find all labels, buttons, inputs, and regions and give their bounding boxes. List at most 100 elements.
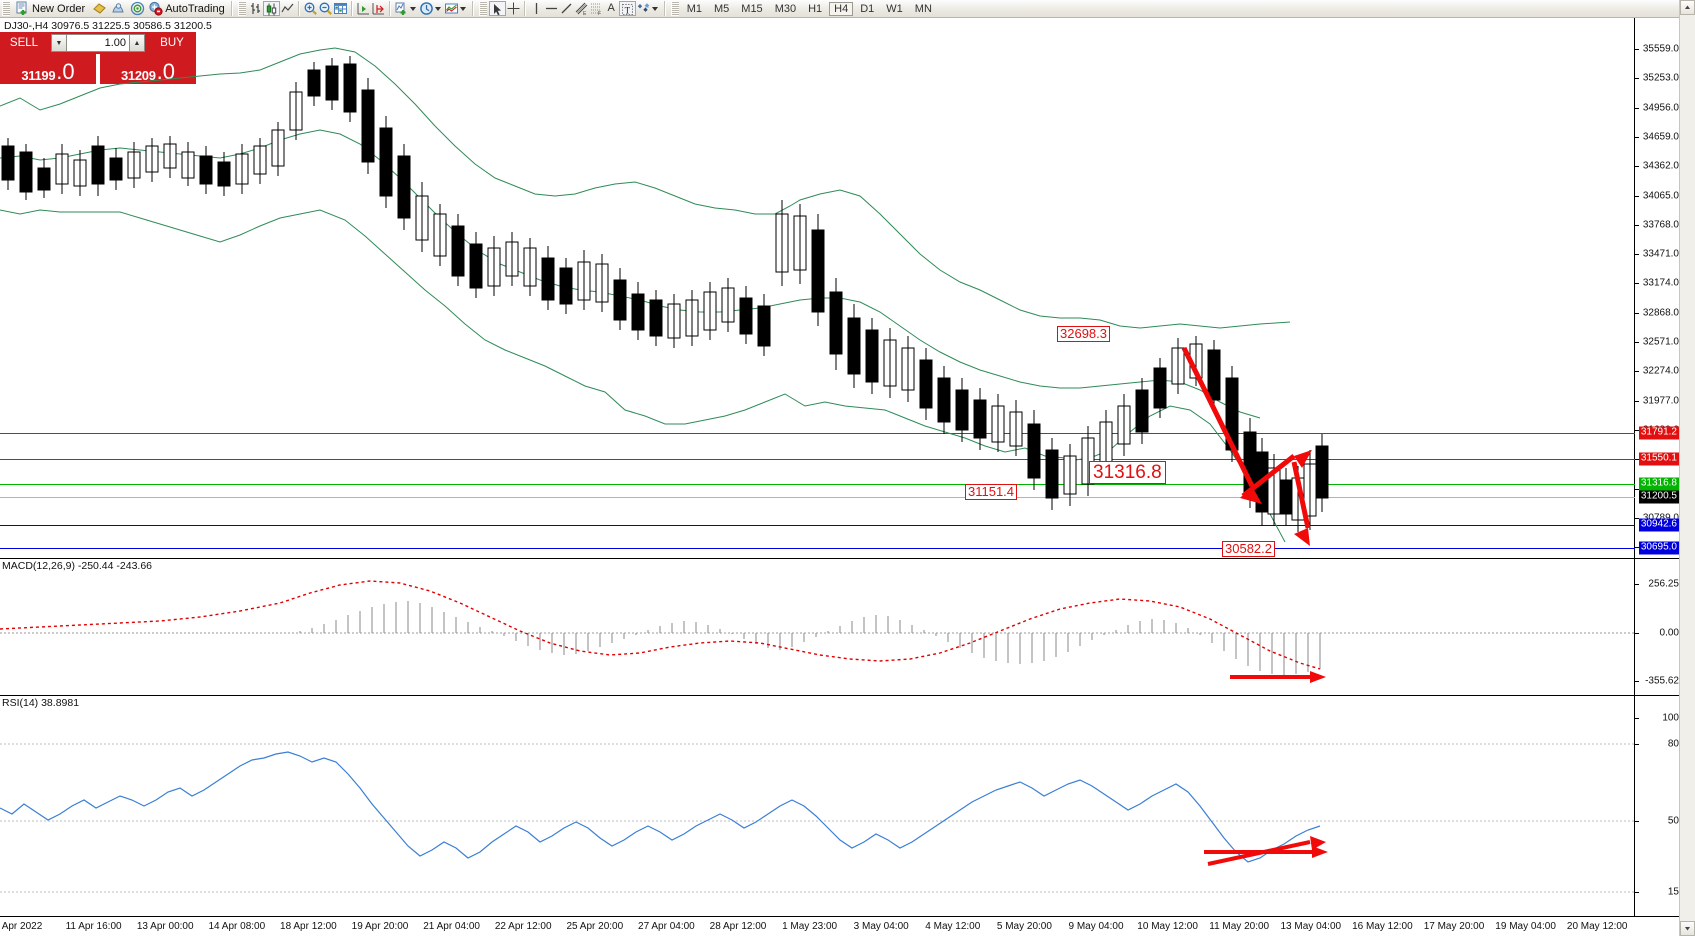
timeframe-m30[interactable]: M30: [774, 2, 797, 15]
toolbar-grip-2[interactable]: [237, 1, 246, 16]
volume-decrease-button[interactable]: ▼: [51, 34, 67, 52]
candlesticks: [1, 56, 1329, 532]
toolbar-grip-4[interactable]: [670, 1, 679, 16]
hline-icon[interactable]: [544, 1, 559, 16]
bar-chart-icon[interactable]: [248, 1, 263, 16]
cursor-icon[interactable]: [488, 1, 506, 16]
text-label-icon[interactable]: A: [607, 2, 615, 14]
buy-price-integer: 31209: [120, 68, 156, 83]
shapes-dropdown-caret[interactable]: [651, 6, 658, 11]
price-tag-31316-8[interactable]: 31316.8: [1638, 477, 1679, 491]
rsi-pane[interactable]: RSI(14) 38.8981 100 80 50 15: [0, 695, 1680, 917]
macd-pane[interactable]: MACD(12,26,9) -250.44 -243.66 256.25 0.00…: [0, 558, 1680, 696]
svg-text:T: T: [624, 5, 630, 15]
annotation-low-label[interactable]: 31151.4: [965, 484, 1018, 500]
price-tag-30942-6[interactable]: 30942.6: [1638, 518, 1679, 532]
time-axis-label: 1 May 23:00: [782, 921, 838, 932]
fibonacci-icon[interactable]: F: [589, 1, 604, 17]
indicators-dropdown-caret[interactable]: [409, 6, 416, 11]
price-tick-mark: [1635, 517, 1639, 519]
volume-input[interactable]: 1.00: [67, 34, 129, 52]
price-tag-31791-2[interactable]: 31791.2: [1638, 426, 1679, 440]
new-order-button[interactable]: New Order: [12, 0, 88, 17]
timeframe-m15[interactable]: M15: [741, 2, 763, 15]
auto-scroll-icon[interactable]: [371, 1, 386, 16]
buy-price[interactable]: 31209 .0: [100, 54, 196, 84]
timeframe-m1[interactable]: M1: [686, 2, 702, 15]
templates-dropdown-caret[interactable]: [459, 6, 466, 11]
time-axis-label: 28 Apr 12:00: [709, 921, 767, 932]
time-axis-label: 10 May 12:00: [1137, 921, 1198, 932]
price-tick-mark: [1635, 107, 1639, 109]
candlestick-chart-icon[interactable]: [262, 1, 280, 16]
chart-area[interactable]: DJ30-,H4 30976.5 31225.5 30586.5 31200.5…: [0, 18, 1695, 936]
price-tick-mark: [1635, 459, 1639, 461]
rsi-tick-mark: [1635, 744, 1639, 745]
timeframe-h1[interactable]: H1: [808, 2, 823, 15]
shapes-icon[interactable]: [636, 1, 651, 16]
volume-stepper[interactable]: ▼ 1.00 ▲: [48, 32, 148, 54]
autotrading-button[interactable]: AutoTrading: [145, 0, 228, 17]
text-icon[interactable]: T: [618, 1, 636, 16]
toolbar-separator-7: [663, 1, 666, 16]
zoom-in-icon[interactable]: [303, 1, 318, 16]
sell-price[interactable]: 31199 .0: [0, 54, 96, 84]
rsi-axis[interactable]: 100 80 50 15: [1635, 696, 1680, 917]
zoom-out-icon[interactable]: [318, 1, 333, 16]
sell-button[interactable]: SELL: [0, 32, 48, 54]
scroll-down-button[interactable]: [1680, 921, 1695, 936]
toolbar-separator-6: [523, 1, 526, 16]
timeframe-mn[interactable]: MN: [914, 2, 932, 15]
annotation-high-label[interactable]: 32698.3: [1057, 326, 1110, 342]
rsi-tick-label: 15: [1667, 886, 1679, 898]
chart-symbol-ohlc: DJ30-,H4 30976.5 31225.5 30586.5 31200.5: [4, 20, 212, 32]
signals-icon[interactable]: [130, 1, 145, 16]
period-dropdown-caret[interactable]: [434, 6, 441, 11]
indicators-icon[interactable]: [394, 1, 409, 16]
price-tick-label: 34956.0: [1642, 102, 1679, 114]
chart-shift-icon[interactable]: [356, 1, 371, 16]
price-pane[interactable]: DJ30-,H4 30976.5 31225.5 30586.5 31200.5…: [0, 18, 1680, 558]
dataset-icon[interactable]: [111, 1, 126, 16]
time-axis-label: 17 May 20:00: [1423, 921, 1485, 932]
rsi-tick-mark: [1635, 821, 1639, 822]
price-tag-30695-0[interactable]: 30695.0: [1638, 541, 1679, 555]
price-tick-mark: [1635, 283, 1639, 285]
buy-button[interactable]: BUY: [148, 32, 196, 54]
macd-axis[interactable]: 256.25 0.00 -355.62: [1635, 559, 1680, 696]
period-icon[interactable]: [419, 1, 434, 16]
crosshair-icon[interactable]: [506, 1, 521, 16]
price-gap: [96, 54, 100, 84]
templates-icon[interactable]: [444, 1, 459, 16]
timeframe-d1[interactable]: D1: [860, 2, 875, 15]
price-tick-mark: [1635, 312, 1639, 314]
time-axis-label: Apr 2022: [1, 921, 43, 932]
annotation-pivot-label[interactable]: 31316.8: [1089, 461, 1166, 484]
equidistant-channel-icon[interactable]: E: [574, 1, 589, 17]
svg-text:F: F: [598, 11, 601, 16]
price-tag-31550-1[interactable]: 31550.1: [1638, 452, 1679, 466]
toolbar-grip[interactable]: [2, 1, 10, 16]
price-axis[interactable]: 35559.0 35253.0 34956.0 34659.0 34362.0 34065…: [1635, 18, 1680, 558]
grid-icon[interactable]: [333, 1, 348, 16]
timeframe-w1[interactable]: W1: [886, 2, 903, 15]
time-axis-label: 9 May 04:00: [1068, 921, 1124, 932]
rsi-scale-divider: [1634, 696, 1635, 917]
vline-icon[interactable]: [529, 1, 544, 16]
one-click-trading-panel[interactable]: SELL ▼ 1.00 ▲ BUY 31199: [0, 32, 196, 84]
price-tick-label: 33174.0: [1642, 277, 1679, 289]
time-axis-label: 19 May 04:00: [1495, 921, 1556, 932]
time-axis-label: 25 Apr 20:00: [566, 921, 624, 932]
timeframe-h4[interactable]: H4: [829, 1, 854, 16]
metaeditor-icon[interactable]: [92, 1, 107, 16]
price-tag-31200-5[interactable]: 31200.5: [1638, 490, 1679, 504]
time-axis[interactable]: Apr 2022 11 Apr 16:00 13 Apr 00:00 14 Apr 0…: [0, 916, 1695, 936]
toolbar-grip-3[interactable]: [478, 1, 487, 16]
scroll-up-button[interactable]: [1680, 0, 1695, 15]
vertical-scrollbar[interactable]: [1679, 0, 1695, 936]
timeframe-m5[interactable]: M5: [714, 2, 730, 15]
trendline-icon[interactable]: [559, 1, 574, 16]
annotation-target-label[interactable]: 30582.2: [1222, 541, 1275, 557]
volume-increase-button[interactable]: ▲: [129, 34, 145, 52]
line-chart-icon[interactable]: [280, 1, 295, 16]
